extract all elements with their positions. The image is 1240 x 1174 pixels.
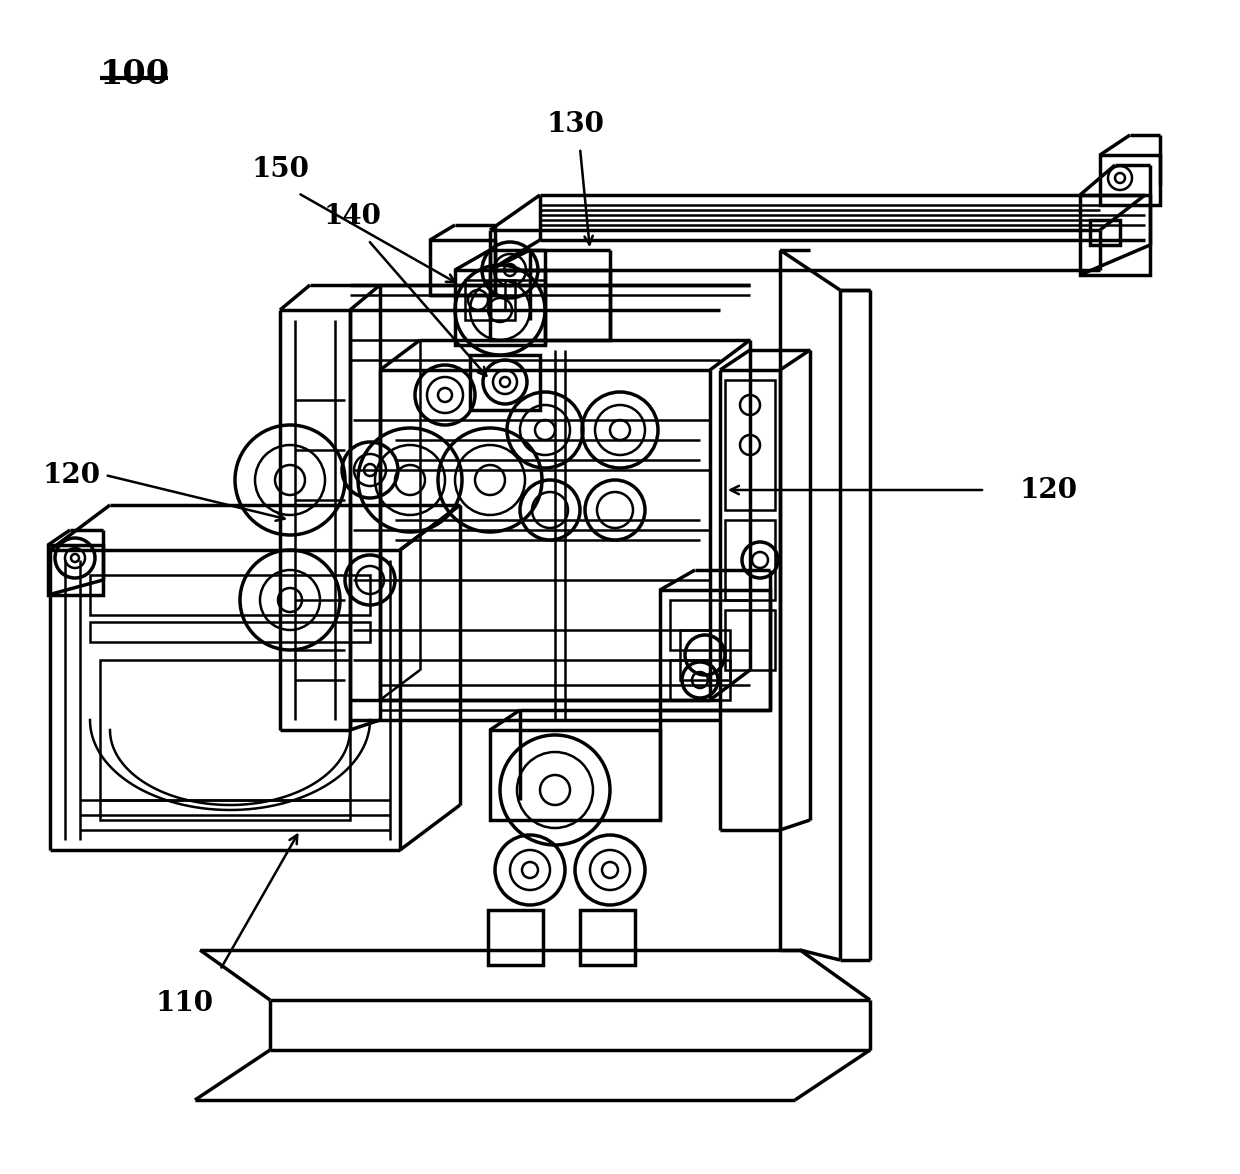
Bar (490, 270, 610, 340)
Bar (100, 660, 350, 819)
Bar (470, 355, 539, 410)
Text: 140: 140 (324, 203, 381, 230)
Bar (48, 545, 103, 595)
Bar (455, 270, 546, 345)
Bar (725, 380, 775, 510)
Bar (725, 610, 775, 670)
Bar (465, 281, 515, 321)
Text: 110: 110 (156, 990, 215, 1017)
Text: 120: 120 (1021, 477, 1078, 504)
Bar (91, 575, 370, 615)
Bar (670, 600, 750, 650)
Text: 150: 150 (250, 156, 309, 183)
Bar (489, 910, 543, 965)
Bar (1090, 220, 1120, 245)
Bar (580, 910, 635, 965)
Bar (1100, 155, 1159, 205)
Text: 130: 130 (546, 112, 604, 139)
Bar (1080, 195, 1149, 275)
Bar (505, 281, 546, 310)
Bar (490, 730, 660, 819)
Bar (725, 520, 775, 600)
Bar (680, 630, 730, 680)
Text: 120: 120 (43, 461, 100, 488)
Bar (660, 591, 770, 710)
Bar (430, 239, 495, 295)
Text: 100: 100 (100, 58, 170, 92)
Bar (670, 660, 730, 700)
Bar (91, 622, 370, 642)
